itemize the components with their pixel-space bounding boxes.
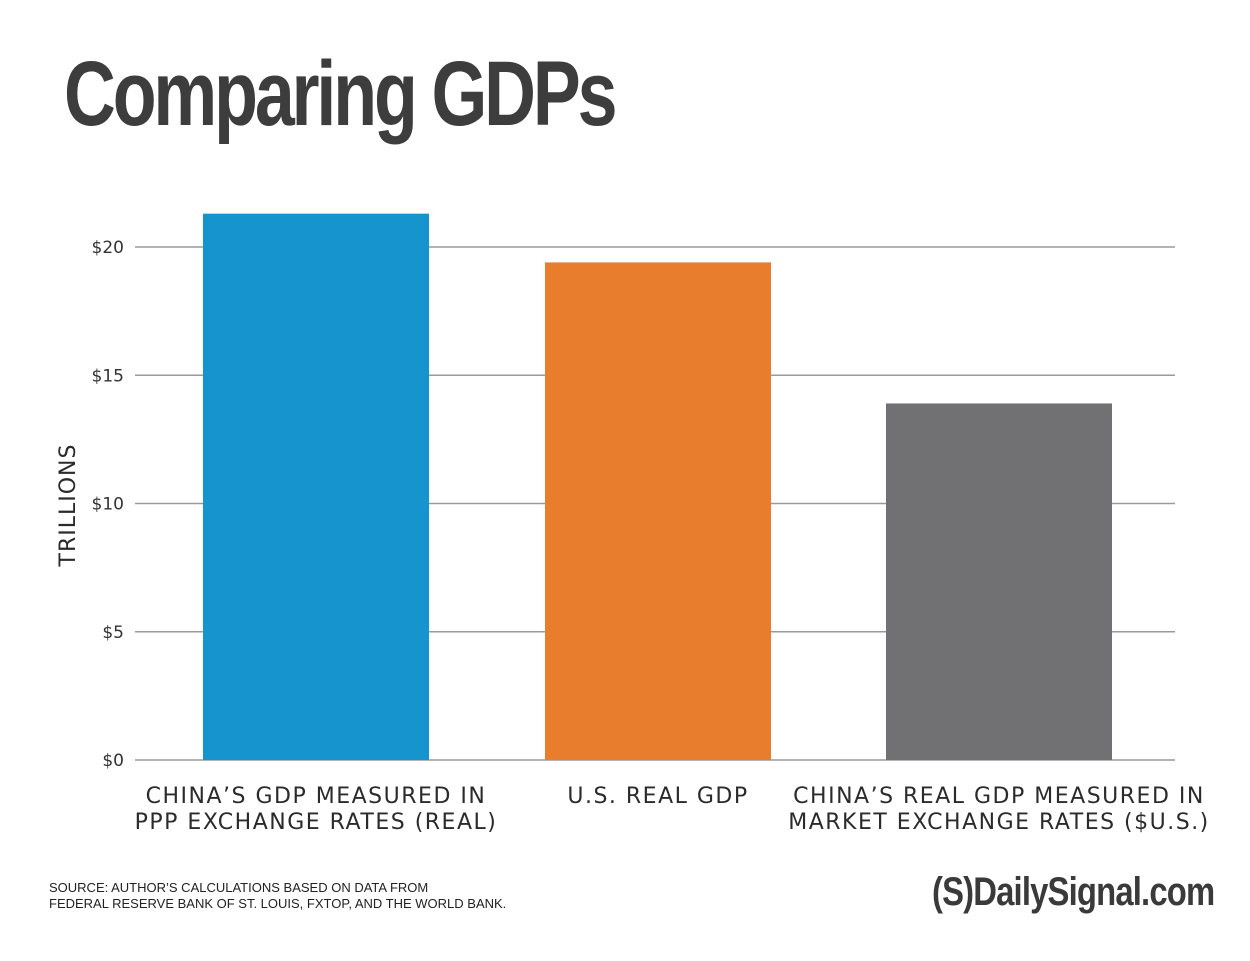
brand-logo: (S)DailySignal.com (932, 870, 1215, 914)
chart-title: Comparing GDPs (64, 43, 618, 145)
bar (545, 262, 771, 760)
x-category-label: MARKET EXCHANGE RATES ($U.S.) (788, 810, 1210, 835)
bar (886, 403, 1112, 760)
source-line: SOURCE: AUTHOR’S CALCULATIONS BASED ON D… (49, 880, 429, 895)
source-note: SOURCE: AUTHOR’S CALCULATIONS BASED ON D… (49, 880, 506, 912)
y-axis-label: TRILLIONS (56, 444, 81, 568)
y-tick-label: $5 (102, 623, 124, 643)
y-axis-ticks: $0 $5 $10 $15 $20 (92, 238, 124, 771)
y-tick-label: $0 (102, 751, 124, 771)
x-category-label: U.S. REAL GDP (567, 784, 748, 809)
y-tick-label: $10 (92, 495, 124, 515)
x-category-label: PPP EXCHANGE RATES (REAL) (135, 810, 498, 835)
source-line: FEDERAL RESERVE BANK OF ST. LOUIS, FXTOP… (49, 896, 507, 911)
x-category-label: CHINA’S GDP MEASURED IN (146, 784, 487, 809)
x-category-label: CHINA’S REAL GDP MEASURED IN (793, 784, 1205, 809)
y-tick-label: $20 (92, 238, 124, 258)
y-tick-label: $15 (92, 366, 124, 386)
bar (203, 213, 429, 760)
bars (203, 213, 1112, 760)
